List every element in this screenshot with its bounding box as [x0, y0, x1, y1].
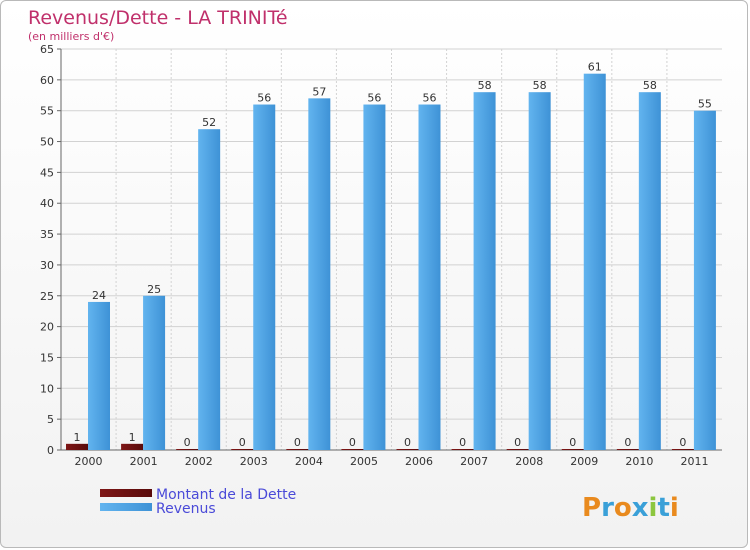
bar-revenus-2006 [418, 104, 441, 451]
data-label-debt-2008: 0 [514, 436, 521, 449]
data-label-revenus-2004: 57 [312, 85, 326, 98]
chart-subtitle: (en milliers d'€) [28, 30, 114, 43]
x-tick-label-2003: 2003 [240, 455, 268, 468]
data-label-debt-2006: 0 [404, 436, 411, 449]
bar-debt-2000 [66, 443, 88, 450]
bar-debt-2010 [616, 449, 639, 450]
label-layer: 1 24 1 25 0 52 0 56 0 57 0 56 0 56 0 58 0 58 0 61 0 58 0 55 [74, 61, 712, 449]
y-tick-label: 15 [40, 351, 54, 364]
y-tick-label: 0 [47, 444, 54, 457]
y-tick-label: 65 [40, 43, 54, 56]
bar-debt-2001 [121, 443, 144, 450]
data-label-debt-2004: 0 [294, 436, 301, 449]
y-tick-label: 45 [40, 166, 54, 179]
x-tick-label-2010: 2010 [625, 455, 653, 468]
x-tick-label-2011: 2011 [680, 455, 708, 468]
bar-layer [66, 73, 716, 451]
data-label-revenus-2007: 58 [478, 79, 492, 92]
bar-debt-2011 [671, 449, 694, 450]
bar-revenus-2001 [143, 295, 166, 450]
data-label-revenus-2010: 58 [643, 79, 657, 92]
legend-swatch-debt [100, 489, 152, 497]
x-tick-label-2008: 2008 [515, 455, 543, 468]
bar-revenus-2007 [473, 92, 496, 450]
y-tick-label: 55 [40, 105, 54, 118]
y-tick-label: 30 [40, 259, 54, 272]
bar-debt-2009 [561, 449, 584, 450]
data-label-revenus-2003: 56 [257, 92, 271, 105]
legend-label-revenus: Revenus [156, 501, 216, 517]
data-label-debt-2000: 1 [74, 431, 81, 444]
bar-debt-2008 [506, 449, 529, 450]
data-label-debt-2011: 0 [679, 436, 686, 449]
y-tick-label: 35 [40, 228, 54, 241]
data-label-debt-2007: 0 [459, 436, 466, 449]
bar-revenus-2000 [88, 301, 110, 450]
data-label-debt-2002: 0 [184, 436, 191, 449]
legend-swatch-revenus [100, 503, 152, 511]
data-label-revenus-2011: 55 [698, 98, 712, 111]
data-label-revenus-2008: 58 [533, 79, 547, 92]
bar-debt-2007 [451, 449, 474, 450]
bar-debt-2003 [231, 449, 254, 450]
bar-debt-2005 [341, 449, 364, 450]
legend-label-debt: Montant de la Dette [156, 487, 296, 503]
y-tick-label: 20 [40, 321, 54, 334]
data-label-revenus-2001: 25 [147, 283, 161, 296]
x-tick-label-2002: 2002 [185, 455, 213, 468]
bar-revenus-2004 [308, 98, 331, 450]
bar-debt-2006 [396, 449, 419, 450]
data-label-debt-2005: 0 [349, 436, 356, 449]
bar-revenus-2003 [253, 104, 276, 451]
bar-revenus-2010 [638, 92, 661, 450]
x-tick-label-2000: 2000 [75, 455, 103, 468]
data-label-revenus-2000: 24 [92, 289, 106, 302]
bar-debt-2004 [286, 449, 309, 450]
chart-title: Revenus/Dette - LA TRINITé [28, 7, 288, 29]
bar-revenus-2008 [528, 92, 551, 450]
y-tick-label: 60 [40, 74, 54, 87]
y-tick-label: 10 [40, 382, 54, 395]
y-tick-label: 40 [40, 197, 54, 210]
grid-layer [61, 48, 722, 450]
x-tick-label-2009: 2009 [570, 455, 598, 468]
y-tick-label: 5 [47, 413, 54, 426]
bar-revenus-2011 [693, 110, 716, 450]
x-tick-label-2006: 2006 [405, 455, 433, 468]
data-label-revenus-2002: 52 [202, 116, 216, 129]
data-label-debt-2010: 0 [624, 436, 631, 449]
y-tick-label: 25 [40, 290, 54, 303]
data-label-debt-2003: 0 [239, 436, 246, 449]
x-tick-label-2004: 2004 [295, 455, 323, 468]
x-tick-label-2001: 2001 [130, 455, 158, 468]
bar-debt-2002 [176, 449, 199, 450]
legend: Montant de la Dette Revenus [100, 487, 296, 517]
logo-text: Proxiti [582, 493, 679, 523]
bar-revenus-2009 [583, 73, 606, 450]
data-label-revenus-2005: 56 [367, 92, 381, 105]
data-label-debt-2009: 0 [569, 436, 576, 449]
y-tick-label: 50 [40, 136, 54, 149]
bar-revenus-2005 [363, 104, 386, 451]
x-tick-label-2007: 2007 [460, 455, 488, 468]
data-label-revenus-2009: 61 [588, 61, 602, 74]
bar-revenus-2002 [198, 129, 221, 450]
data-label-revenus-2006: 56 [423, 92, 437, 105]
proxiti-logo: Proxiti [582, 493, 679, 523]
x-tick-label-2005: 2005 [350, 455, 378, 468]
data-label-debt-2001: 1 [129, 431, 136, 444]
